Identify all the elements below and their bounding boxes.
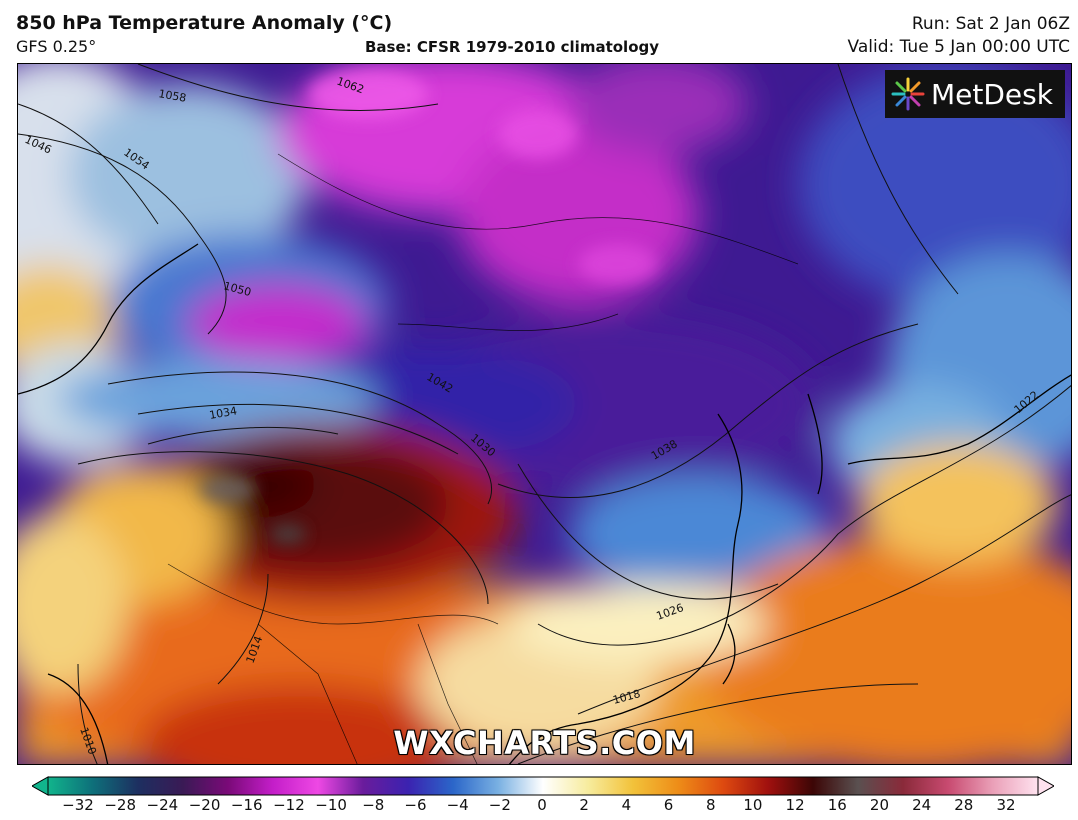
colorbar-tick-label: 4 <box>621 796 632 814</box>
colorbar-tick-label: −2 <box>488 796 511 814</box>
colorbar-tick-label: −20 <box>188 796 221 814</box>
colorbar-tick-label: −10 <box>315 796 347 814</box>
colorbar-tick-label: −8 <box>362 796 385 814</box>
colorbar-tick-label: 12 <box>785 796 805 814</box>
colorbar-tick-label: −12 <box>273 796 305 814</box>
colorbar-tick-label: 16 <box>827 796 847 814</box>
isobar-label-1058: 1058 <box>157 87 187 105</box>
colorbar-tick-label: 20 <box>869 796 889 814</box>
logo-text: MetDesk <box>931 77 1053 111</box>
valid-time-label: Valid: Tue 5 Jan 00:00 UTC <box>847 37 1070 57</box>
colorbar: −32 −28 −24 −20 −16 −12 −10 −8 −6 −4 −2 0 2 4 6 8 10 12 16… <box>30 776 1056 816</box>
model-label: GFS 0.25° <box>16 37 97 56</box>
colorbar-tick-label: 0 <box>537 796 547 814</box>
colorbar-tick-label: 6 <box>663 796 674 814</box>
temperature-anomaly-map[interactable]: 1062 1058 1054 1050 1046 1042 1038 1034 … <box>17 63 1072 765</box>
colorbar-max-arrow <box>1037 776 1056 796</box>
colorbar-tick-label: −24 <box>146 796 179 814</box>
colorbar-tick-label: 28 <box>954 796 974 814</box>
isobar-label-1034: 1034 <box>208 404 238 422</box>
colorbar-tick-label: 2 <box>579 796 589 814</box>
colorbar-tick-label: −6 <box>404 796 427 814</box>
run-time-label: Run: Sat 2 Jan 06Z <box>911 14 1070 34</box>
watermark: WXCHARTS.COM <box>393 724 696 762</box>
climatology-base-label: Base: CFSR 1979-2010 climatology <box>365 38 660 56</box>
colorbar-tick-label: 24 <box>912 796 932 814</box>
starburst-logo-icon <box>891 77 925 111</box>
colorbar-tick-labels: −32 −28 −24 −20 −16 −12 −10 −8 −6 −4 −2 0 2 4 6 8 10 12 16… <box>32 796 1054 816</box>
colorbar-tick-label: 8 <box>705 796 716 814</box>
colorbar-tick-label: −28 <box>104 796 136 814</box>
colorbar-tick-label: −32 <box>62 796 94 814</box>
colorbar-tick-label: 32 <box>996 796 1016 814</box>
chart-title: 850 hPa Temperature Anomaly (°C) <box>16 12 393 34</box>
colorbar-tick-label: −4 <box>446 796 469 814</box>
colorbar-gradient <box>47 776 1039 796</box>
colorbar-bar <box>30 776 1056 796</box>
colorbar-min-arrow <box>30 776 49 796</box>
colorbar-tick-label: 10 <box>743 796 763 814</box>
colorbar-tick-label: −16 <box>230 796 263 814</box>
map-canvas: 1062 1058 1054 1050 1046 1042 1038 1034 … <box>18 64 1071 764</box>
metdesk-logo: MetDesk <box>885 70 1065 118</box>
